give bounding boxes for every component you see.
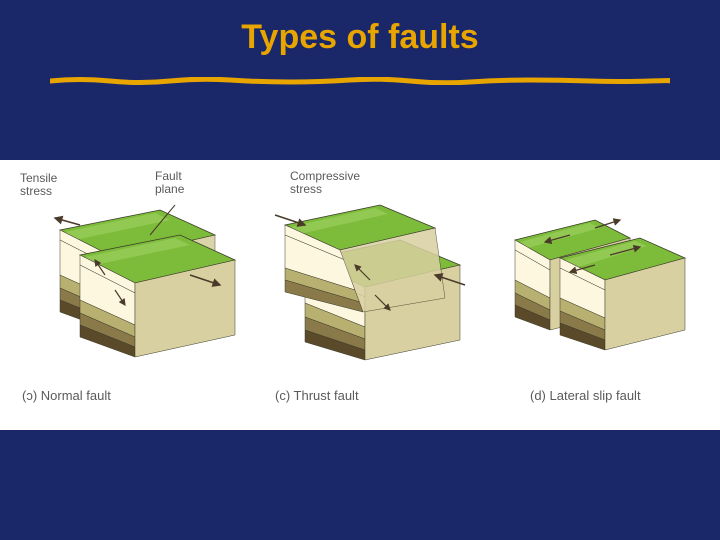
caption-normal-fault: (ɔ) Normal fault: [22, 388, 111, 403]
diagram-normal-fault: [20, 180, 240, 375]
slide-title: Types of faults: [0, 18, 720, 57]
diagram-thrust-fault: [260, 180, 480, 375]
diagram-lateral-slip-fault: [500, 180, 700, 375]
caption-thrust-fault: (c) Thrust fault: [275, 388, 359, 403]
caption-lateral-slip-fault: (d) Lateral slip fault: [530, 388, 641, 403]
faults-figure: Tensilestress Faultplane Compressivestre…: [0, 160, 720, 430]
title-underline: [50, 72, 670, 80]
